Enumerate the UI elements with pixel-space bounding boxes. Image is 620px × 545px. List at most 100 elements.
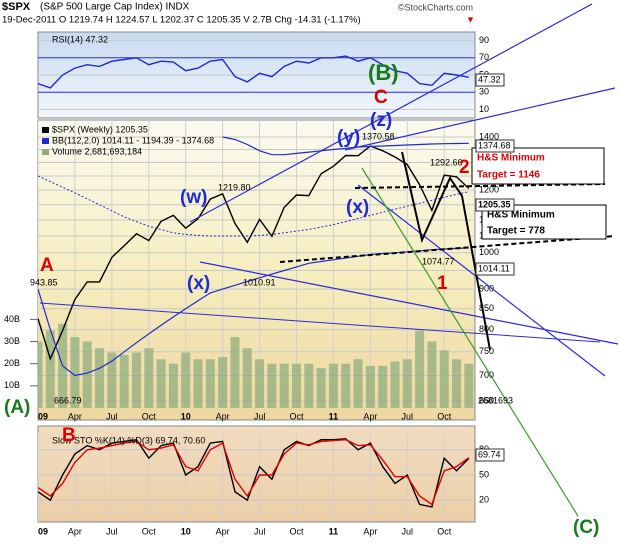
x-tick-label: Oct [289,526,304,536]
volume-bar [95,348,105,408]
x-tick-label: Oct [142,526,157,536]
volume-bar [230,337,240,408]
price-label: 666.79 [54,395,82,405]
x-tick-label: Apr [363,526,377,536]
x-tick-label: Jul [402,411,414,421]
x-tick-label: Jul [254,526,266,536]
volume-bar [181,352,191,408]
volume-bar [427,341,437,408]
volume-bar [292,363,302,408]
x-tick-label: 10 [181,411,191,421]
marks: 1030507090RSI(14) 47.3265070075080085090… [4,34,499,536]
y2-tick-label: 40B [4,314,20,324]
wave-label: A [40,255,54,276]
x-tick-label: 10 [181,526,191,536]
panel-marks [38,120,475,408]
price-label: 1219.80 [218,182,251,192]
last-value: 1205.35 [478,199,511,209]
wave-label: (w) [180,187,207,208]
panel-marks [38,40,475,110]
last-value-box [475,139,515,153]
x-tick-label: Apr [363,411,377,421]
last-value-box [475,198,515,212]
legend-label: Volume 2,681,693,184 [52,146,142,156]
x-tick-label: Apr [216,526,230,536]
legend-label: $SPX (Weekly) 1205.35 [52,124,148,134]
x-tick-label: 09 [38,526,48,536]
y-tick-label: 1000 [479,247,499,257]
x-tick-label: Apr [216,411,230,421]
last-value-box [475,262,515,276]
volume-bar [255,359,265,408]
volume-bar [70,337,80,408]
target-text: H&S Minimum [477,153,545,164]
volume-bar [193,359,203,408]
legend-label: BB(112,2.0) 1014.11 - 1194.39 - 1374.68 [52,135,214,145]
panel-title: RSI(14) 47.32 [52,34,108,44]
wave-label: 1 [437,273,448,294]
y-tick-label: 70 [479,52,489,62]
volume-bar [205,359,215,408]
volume-bar [439,350,449,408]
y2-tick-label: 10B [4,380,20,390]
panel-marks [38,433,475,522]
volume-bar [464,363,474,408]
y-tick-label: 90 [479,35,489,45]
series-line [222,136,469,156]
volume-bar [415,330,425,408]
volume-bar [82,341,92,408]
x-tick-label: Oct [437,411,452,421]
x-tick-label: 11 [329,526,339,536]
last-value: 69.74 [478,449,501,459]
volume-bar [378,365,388,408]
volume-bar [144,348,154,408]
y-tick-label: 1400 [479,131,499,141]
y2-tick-label: 30B [4,336,20,346]
x-tick-label: Apr [68,411,82,421]
volume-bar [279,363,289,408]
wave-label: (A) [4,397,30,418]
x-tick-label: Oct [142,411,157,421]
price-label: 1010.91 [243,277,276,287]
volume-bar [242,348,252,408]
volume-bar [304,363,314,408]
wave-label: B [62,425,76,446]
target-box [471,147,605,185]
y-tick-label: 850 [479,303,494,313]
y-tick-label: 750 [479,346,494,356]
volume-bar [38,341,43,408]
index-name: (S&P 500 Large Cap Index) INDX [40,2,190,13]
wave-label: (B) [368,60,399,85]
last-value: 1014.11 [478,263,510,273]
volume-bar [402,359,412,408]
volume-bar [267,363,277,408]
volume-bar [119,354,129,408]
volume-bar [328,363,338,408]
y-tick-label: 20 [479,495,489,505]
x-tick-label: Jul [254,411,266,421]
target-text: Target = 778 [487,226,545,237]
y-tick-label: 30 [479,87,489,97]
x-tick-label: Oct [437,526,452,536]
x-tick-label: Apr [68,526,82,536]
volume-bar [168,363,178,408]
legend-swatch [42,149,49,155]
wave-label: (C) [573,517,599,538]
volume-bar [107,352,117,408]
last-value-box [475,73,505,87]
y-tick-label: 900 [479,283,494,293]
wave-label: C [374,87,388,108]
volume-bar [365,365,375,408]
x-tick-label: 11 [329,411,339,421]
y-tick-label: 10 [479,104,489,114]
wave-label: (z) [370,110,392,131]
volume-bar [390,361,400,408]
volume-bar [131,352,141,408]
price-label: 1074.77 [422,256,455,266]
y2-tick-label: 20B [4,358,20,368]
volume-bar [316,368,326,408]
x-tick-label: Jul [402,526,414,536]
change-arrow: ▼ [466,14,475,24]
